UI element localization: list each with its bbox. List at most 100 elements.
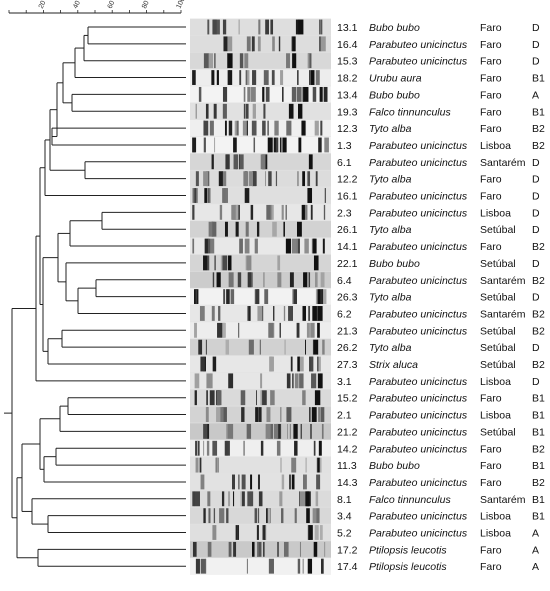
- gel-band: [200, 558, 206, 574]
- gel-band: [270, 390, 275, 406]
- scale-tick-label: 60: [107, 0, 117, 10]
- isolate-row: 21.3 Parabuteo unicinctus Setúbal B2: [337, 325, 545, 337]
- isolate-group: A: [532, 544, 539, 556]
- gel-band: [286, 407, 292, 422]
- isolate-species: Parabuteo unicinctus: [369, 207, 468, 219]
- gel-band: [314, 272, 318, 288]
- gel-band: [203, 120, 209, 136]
- isolate-species: Parabuteo unicinctus: [369, 376, 468, 388]
- gel-lane: [190, 372, 331, 389]
- gel-band: [225, 339, 230, 355]
- gel-band: [297, 356, 300, 372]
- gel-band: [211, 306, 215, 321]
- gel-band: [321, 423, 324, 439]
- isolate-id: 6.4: [337, 275, 352, 287]
- gel-band: [294, 440, 298, 456]
- gel-band: [310, 70, 315, 85]
- isolate-row: 17.2 Ptilopsis leucotis Faro A: [337, 544, 539, 556]
- gel-band: [228, 255, 232, 271]
- isolate-group: B2: [532, 359, 545, 371]
- isolate-row: 27.3 Strix aluca Setúbal B2: [337, 359, 545, 371]
- gel-band: [247, 306, 251, 321]
- isolate-row: 26.1 Tyto alba Setúbal D: [337, 224, 540, 236]
- gel-band: [313, 440, 316, 456]
- gel-band: [237, 272, 242, 288]
- gel-band: [214, 53, 216, 69]
- isolate-species: Ptilopsis leucotis: [369, 561, 447, 573]
- gel-band: [273, 306, 275, 321]
- gel-band: [239, 53, 244, 69]
- isolate-row: 12.2 Tyto alba Faro D: [337, 174, 540, 186]
- isolate-species: Tyto alba: [369, 123, 412, 135]
- gel-band: [295, 19, 300, 35]
- gel-band: [257, 36, 261, 52]
- isolate-species: Bubo bubo: [369, 89, 420, 101]
- gel-band: [216, 407, 221, 422]
- isolate-group: D: [532, 191, 540, 203]
- gel-band: [322, 238, 325, 254]
- gel-band: [252, 541, 255, 557]
- gel-band: [320, 407, 325, 422]
- gel-lane: [190, 136, 331, 154]
- gel-band: [319, 86, 323, 102]
- gel-band: [311, 407, 317, 422]
- isolate-id: 5.2: [337, 528, 352, 540]
- gel-band: [267, 137, 273, 153]
- isolate-group: B1: [532, 73, 545, 85]
- gel-band: [248, 272, 252, 288]
- isolate-group: D: [532, 39, 540, 51]
- gel-band: [216, 70, 219, 85]
- gel-lane-background: [190, 456, 331, 474]
- isolate-row: 19.3 Falco tinnunculus Faro B1: [337, 106, 545, 118]
- gel-lane: [190, 440, 331, 457]
- gel-band: [217, 322, 223, 338]
- gel-band: [319, 19, 321, 35]
- gel-band: [241, 491, 245, 507]
- isolate-group: A: [532, 561, 539, 573]
- gel-band: [244, 238, 250, 254]
- gel-band: [280, 457, 282, 473]
- gel-band: [203, 423, 208, 439]
- gel-band: [251, 36, 255, 52]
- gel-band: [238, 154, 241, 170]
- gel-band: [299, 541, 302, 557]
- gel-band: [210, 373, 213, 389]
- isolate-group: B2: [532, 275, 545, 287]
- gel-band: [298, 238, 300, 254]
- gel-band: [322, 339, 325, 355]
- gel-band: [204, 238, 209, 254]
- gel-band: [280, 70, 284, 85]
- gel-band: [320, 272, 325, 288]
- isolate-location: Faro: [480, 460, 502, 472]
- isolate-location: Santarém: [480, 157, 526, 169]
- gel-band: [228, 491, 231, 507]
- gel-band: [307, 558, 313, 574]
- isolate-location: Lisboa: [480, 207, 511, 219]
- gel-band: [264, 525, 267, 540]
- gel-band: [238, 19, 240, 35]
- gel-lane: [190, 490, 331, 507]
- gel-band: [302, 306, 307, 321]
- gel-band: [220, 255, 223, 271]
- gel-band: [227, 423, 234, 439]
- gel-band: [281, 508, 284, 524]
- gel-band: [260, 390, 263, 406]
- gel-band: [320, 120, 323, 136]
- gel-band: [211, 221, 217, 237]
- gel-band: [260, 154, 266, 170]
- isolate-species: Parabuteo unicinctus: [369, 140, 468, 152]
- gel-band: [250, 491, 254, 507]
- gel-band: [245, 221, 249, 237]
- isolate-species: Tyto alba: [369, 342, 412, 354]
- gel-band: [289, 272, 294, 288]
- gel-band: [298, 19, 304, 35]
- gel-band: [208, 53, 214, 69]
- isolate-id: 21.3: [337, 325, 358, 337]
- gel-band: [263, 103, 266, 119]
- gel-band: [294, 508, 297, 524]
- gel-band: [228, 541, 232, 557]
- gel-lanes: [190, 18, 331, 575]
- isolate-species: Tyto alba: [369, 174, 412, 186]
- gel-band: [285, 204, 287, 220]
- gel-band: [203, 508, 206, 524]
